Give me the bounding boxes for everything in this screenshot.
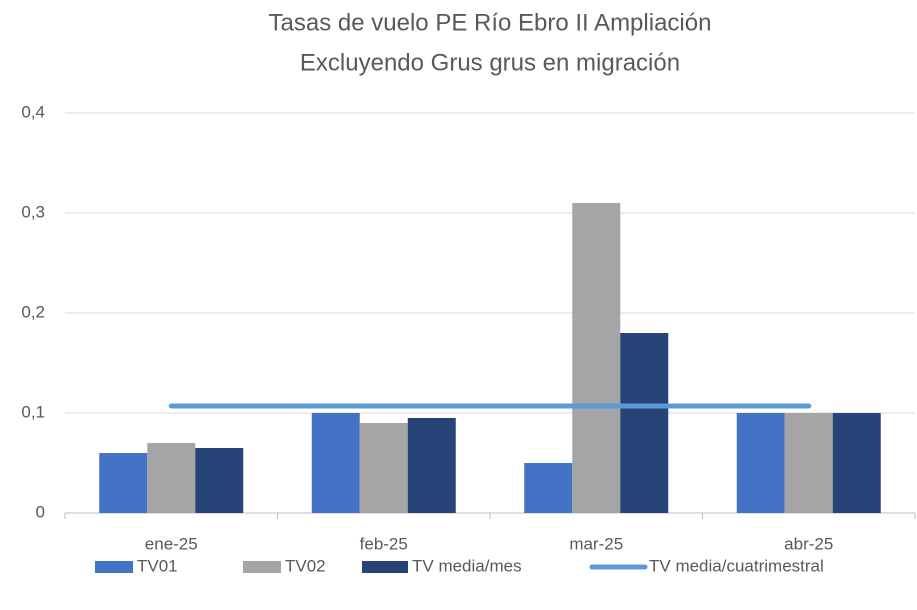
x-tick-label: ene-25: [145, 534, 198, 553]
y-tick-label: 0,3: [21, 202, 45, 221]
legend-label: TV01: [137, 556, 178, 575]
y-tick-label: 0: [36, 502, 45, 521]
x-tick-label: feb-25: [360, 534, 408, 553]
bar: [99, 453, 148, 513]
legend-swatch: [243, 561, 281, 573]
bar: [195, 448, 244, 513]
bar: [572, 203, 621, 513]
legend-swatch: [95, 561, 133, 573]
bar: [359, 423, 408, 513]
bar: [736, 413, 785, 513]
bar: [620, 333, 669, 513]
legend-swatch: [362, 561, 408, 573]
x-tick-label: mar-25: [569, 534, 623, 553]
x-tick-label: abr-25: [784, 534, 833, 553]
bar: [524, 463, 573, 513]
legend-label: TV media/cuatrimestral: [649, 556, 824, 575]
legend-label: TV02: [285, 556, 326, 575]
y-tick-label: 0,2: [21, 302, 45, 321]
y-tick-label: 0,1: [21, 402, 45, 421]
bar: [784, 413, 833, 513]
y-tick-label: 0,4: [21, 102, 45, 121]
bar: [311, 413, 360, 513]
bar: [832, 413, 881, 513]
legend-label: TV media/mes: [412, 556, 522, 575]
bar: [147, 443, 196, 513]
chart-subtitle: Excluyendo Grus grus en migración: [300, 49, 680, 76]
chart-title: Tasas de vuelo PE Río Ebro II Ampliación: [269, 9, 712, 36]
bar: [407, 418, 456, 513]
